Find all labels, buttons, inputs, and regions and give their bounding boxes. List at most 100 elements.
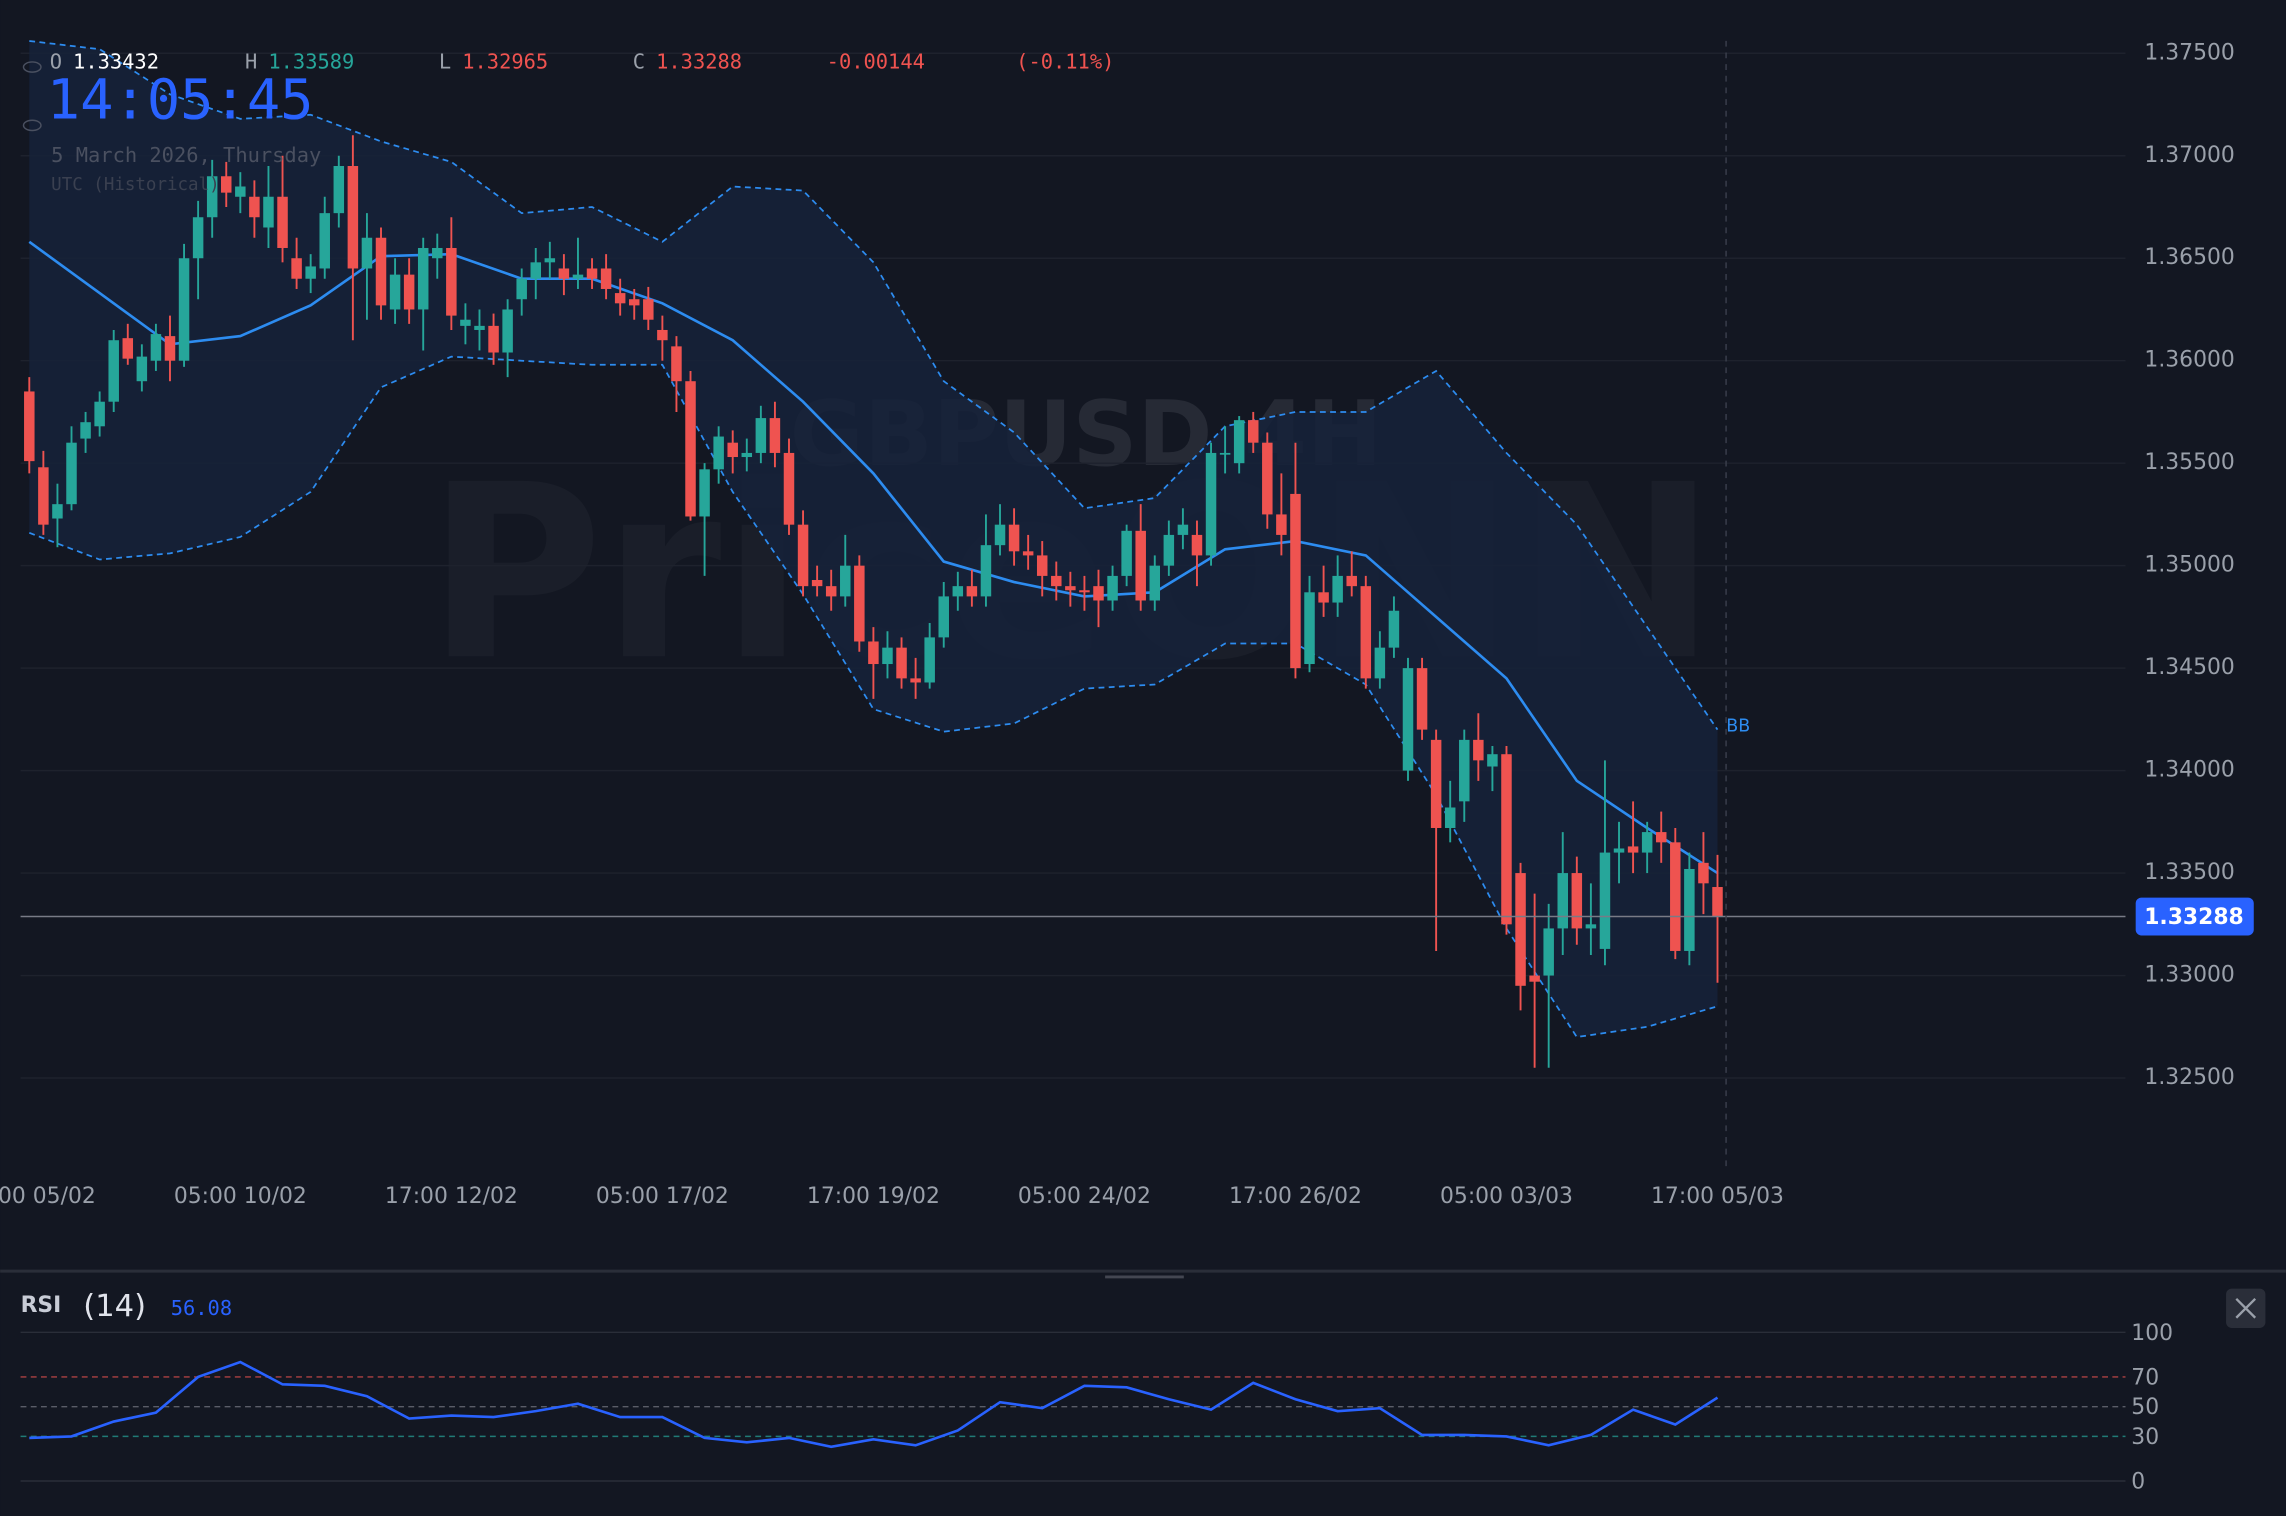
candle-body	[1684, 868, 1695, 951]
x-tick-label: 05:00 03/03	[1440, 1184, 1573, 1209]
candle-body	[572, 274, 584, 279]
candle-body	[1430, 739, 1442, 828]
candle-body	[544, 258, 556, 263]
y-tick-label: 1.35500	[2144, 450, 2234, 475]
candle-body	[966, 586, 978, 597]
candle-body	[291, 258, 302, 279]
y-tick-label: 1.32500	[2144, 1065, 2234, 1090]
rsi-period: (14)	[83, 1289, 146, 1324]
candle-body	[1008, 524, 1020, 552]
x-tick-label: 17:00 26/02	[1229, 1184, 1362, 1209]
candle-body	[825, 586, 837, 597]
candle-body	[1233, 420, 1245, 464]
candle-body	[417, 247, 429, 310]
eye-icon[interactable]	[22, 61, 42, 73]
candle-body	[713, 436, 724, 470]
bb-middle	[28, 240, 1719, 875]
candle-body	[769, 418, 781, 453]
candle-body	[38, 467, 49, 525]
x-tick-label: 17:00 12/02	[385, 1184, 518, 1209]
open-value: 1.33432	[73, 50, 159, 74]
candle-body	[1262, 442, 1273, 515]
candle-body	[1247, 420, 1259, 443]
x-tick-label: 17:00 05/02	[0, 1184, 96, 1209]
candle-body	[221, 176, 232, 193]
candle-body	[1318, 592, 1329, 603]
x-tick-label: 17:00 05/03	[1651, 1184, 1784, 1209]
overlay: O 1.33432 H 1.33589 L 1.32965 C 1.33288 …	[22, 50, 1114, 195]
candle-body	[1121, 530, 1132, 576]
candle-body	[375, 237, 387, 306]
candle-body	[1022, 551, 1034, 556]
candle-body	[530, 262, 542, 279]
last-price-label: 1.33288	[2144, 905, 2244, 930]
candle-body	[1177, 524, 1189, 535]
candle-body	[488, 325, 499, 353]
candle-body	[108, 340, 119, 402]
candle-body	[657, 329, 668, 341]
x-tick-label: 17:00 19/02	[807, 1184, 940, 1209]
candle-body	[783, 452, 795, 525]
candle-body	[1444, 807, 1456, 828]
close-value: 1.33288	[656, 50, 742, 74]
candle-body	[1487, 754, 1498, 767]
eye-icon[interactable]	[22, 119, 42, 132]
candle-body	[1205, 452, 1217, 556]
x-tick-label: 05:00 17/02	[596, 1184, 729, 1209]
y-tick-label: 1.35000	[2144, 553, 2234, 578]
candle-body	[460, 319, 471, 326]
candle-body	[1191, 534, 1203, 556]
candle-body	[1065, 586, 1076, 591]
y-tick-label: 50	[2131, 1395, 2159, 1420]
candle-body	[263, 196, 274, 228]
candle-body	[150, 334, 162, 361]
candle-body	[896, 647, 907, 679]
candle-body	[1402, 668, 1414, 771]
timezone: UTC (Historical)	[51, 175, 219, 195]
candle-body	[600, 268, 612, 289]
candle-body	[614, 293, 626, 304]
candle-body	[1670, 842, 1681, 951]
candle-body	[164, 336, 176, 361]
candle-body	[361, 237, 373, 269]
close-icon[interactable]	[2235, 1297, 2257, 1319]
candle-body	[1304, 592, 1315, 665]
date: 5 March 2026, Thursday	[51, 143, 321, 167]
high-value: 1.33589	[268, 50, 354, 74]
rsi-pane: RSI (14) 56.08 100 70 50 30 0	[20, 1288, 2266, 1494]
candle-body	[882, 647, 893, 665]
candle-body	[502, 309, 513, 353]
candle-body	[1360, 586, 1372, 679]
candle-body	[1093, 586, 1104, 601]
close-letter: C	[633, 50, 645, 74]
candle-body	[868, 641, 879, 665]
candle-body	[1374, 647, 1386, 679]
y-tick-label: 70	[2131, 1365, 2159, 1390]
candle-body	[741, 452, 753, 458]
candle-body	[136, 356, 148, 382]
candle-body	[1627, 846, 1639, 853]
bb-upper	[29, 40, 1719, 731]
candle-body	[1079, 590, 1090, 593]
candle-body	[333, 166, 345, 214]
candle-body	[446, 247, 457, 316]
candle-body	[122, 338, 134, 359]
candle-body	[628, 299, 640, 306]
candle-body	[1473, 739, 1484, 761]
candle-body	[1543, 928, 1554, 976]
bb-label: BB	[1726, 717, 1750, 737]
candle-body	[1655, 832, 1667, 843]
candle-body	[206, 176, 218, 218]
y-tick-label: 1.37500	[2144, 40, 2234, 65]
candle-body	[1388, 610, 1400, 648]
candle-body	[1219, 452, 1231, 455]
candle-body	[277, 196, 288, 248]
candle-body	[994, 524, 1006, 546]
high-letter: H	[245, 50, 257, 74]
candle-body	[1459, 739, 1470, 802]
rsi-value: 56.08	[171, 1296, 232, 1320]
candle-body	[474, 325, 485, 330]
low-value: 1.32965	[462, 50, 548, 74]
y-tick-label: 1.33500	[2144, 860, 2234, 885]
candle-body	[516, 278, 527, 300]
